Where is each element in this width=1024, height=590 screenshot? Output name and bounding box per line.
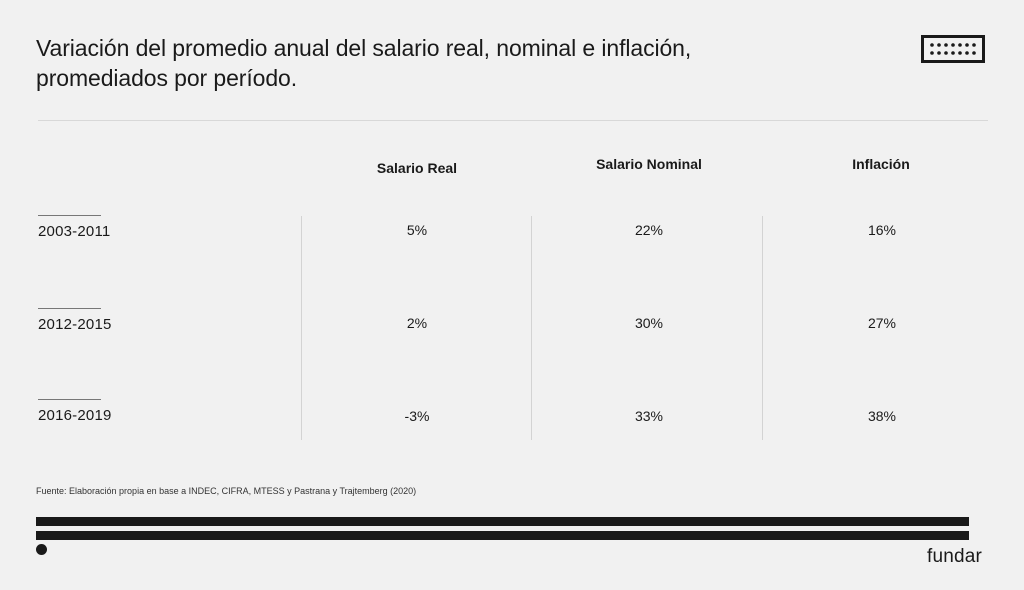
- footer-bar-bottom: [36, 531, 969, 540]
- row-label-rule: [38, 215, 101, 216]
- column-header-salario-real: Salario Real: [376, 160, 458, 176]
- cell-inflacion-2003-2011: 16%: [867, 222, 897, 238]
- chart-title-line-2: promediados por período.: [36, 65, 297, 91]
- chart-title: Variación del promedio anual del salario…: [36, 33, 856, 93]
- cell-salario-real-2012-2015: 2%: [406, 315, 428, 331]
- column-separator: [762, 216, 763, 440]
- column-separator: [531, 216, 532, 440]
- row-label-2003-2011: 2003-2011: [38, 223, 111, 240]
- keyboard-grid-icon: [921, 35, 985, 63]
- brand-logo: fundar: [927, 546, 983, 567]
- row-label-2016-2019: 2016-2019: [38, 407, 112, 424]
- column-header-salario-nominal: Salario Nominal: [596, 156, 702, 172]
- cell-inflacion-2016-2019: 38%: [867, 408, 897, 424]
- cell-salario-real-2016-2019: -3%: [404, 408, 430, 424]
- row-label-rule: [38, 308, 101, 309]
- row-label-2012-2015: 2012-2015: [38, 316, 112, 333]
- column-header-inflacion: Inflación: [852, 156, 910, 172]
- footer-bar-top: [36, 517, 969, 526]
- title-divider: [38, 120, 988, 121]
- source-note: Fuente: Elaboración propia en base a IND…: [36, 486, 417, 496]
- cell-salario-nominal-2012-2015: 30%: [634, 315, 664, 331]
- cell-inflacion-2012-2015: 27%: [867, 315, 897, 331]
- column-separator: [301, 216, 302, 440]
- cell-salario-nominal-2003-2011: 22%: [634, 222, 664, 238]
- dot-icon: [36, 544, 47, 555]
- cell-salario-nominal-2016-2019: 33%: [634, 408, 664, 424]
- cell-salario-real-2003-2011: 5%: [406, 222, 428, 238]
- row-label-rule: [38, 399, 101, 400]
- chart-title-line-1: Variación del promedio anual del salario…: [36, 35, 692, 61]
